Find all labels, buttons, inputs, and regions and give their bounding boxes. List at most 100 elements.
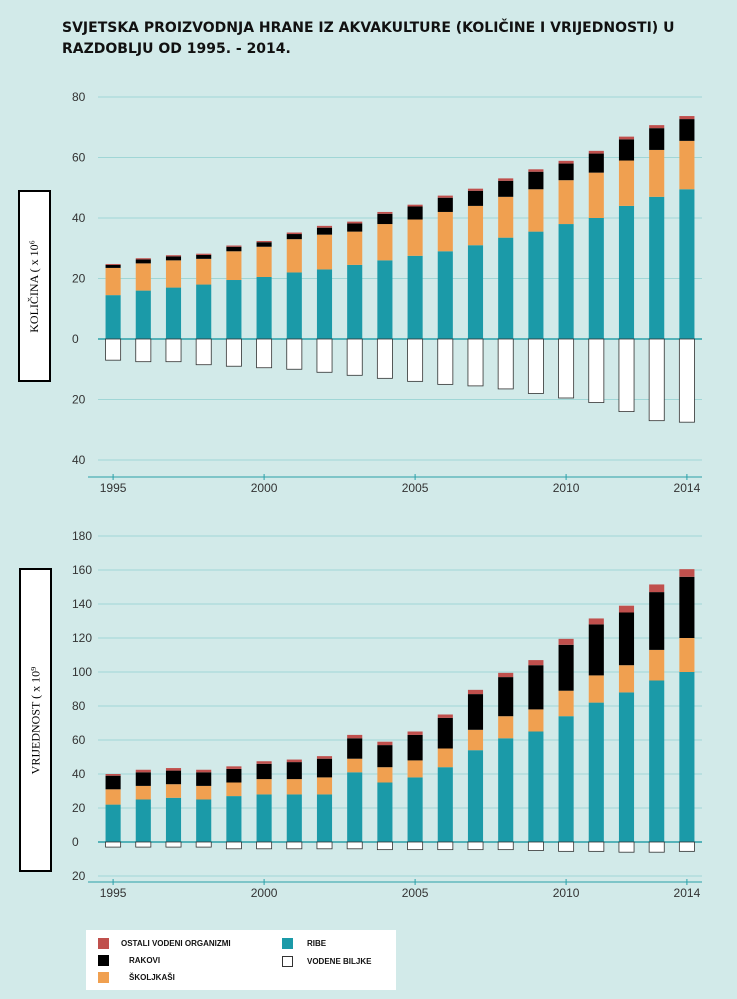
bar-skoljkasi-2006 [437,211,453,252]
bar-bilje-2003 [346,841,363,850]
bar-ostali-2008 [498,178,514,181]
bar-ribe-1999 [226,280,242,339]
bar-rakovi-2008 [498,180,514,197]
y-tick-label: 40 [72,767,86,781]
bar-rakovi-2001 [286,234,302,240]
bar-skoljkasi-2005 [407,760,423,778]
bar-ostali-2010 [558,160,574,164]
y-tick-label: 60 [72,151,86,165]
bar-ribe-2008 [498,237,514,339]
legend-swatch-ribe [282,938,293,949]
bar-rakovi-1998 [196,254,212,259]
bar-rakovi-2004 [377,213,393,225]
legend-label-bilje: VODENE BILJKE [307,957,372,966]
bar-rakovi-1997 [165,770,182,785]
bar-bilje-2001 [286,338,303,370]
bar-skoljkasi-1996 [135,263,151,291]
bar-ribe-2012 [618,205,635,339]
value-axis-label: VRIJEDNOST ( x 10⁹ [19,568,52,872]
bar-skoljkasi-2004 [377,767,393,783]
bar-skoljkasi-2013 [649,649,665,681]
bar-ribe-2002 [316,269,333,339]
bar-rakovi-2006 [437,197,453,212]
bar-bilje-2012 [618,338,635,412]
y-tick-label: 20 [72,801,86,815]
bar-ostali-2010 [558,638,574,645]
quantity-chart: 80 60 40 20 0 20 40 1995 2000 2005 2010 2014 [72,90,702,495]
y-tick-label: 0 [72,332,79,346]
bar-ostali-1996 [135,769,151,773]
bar-rakovi-2014 [679,576,695,638]
bar-ostali-2004 [377,211,393,214]
bar-ribe-2000 [256,794,272,842]
y-tick-label: 20 [72,393,86,407]
bar-rakovi-1999 [226,768,242,783]
bar-rakovi-2011 [588,153,604,173]
bar-ostali-2006 [437,714,453,718]
bar-skoljkasi-2014 [679,638,695,672]
bar-bilje-2014 [678,338,695,423]
bar-ostali-2005 [407,731,423,735]
legend-label-skoljkasi: ŠKOLJKAŠI [129,973,175,982]
bar-rakovi-2010 [558,644,574,691]
bar-rakovi-1995 [105,264,121,268]
bar-ribe-2001 [286,794,302,842]
bar-ribe-2008 [498,738,514,842]
y-tick-label: 140 [72,597,92,611]
bar-skoljkasi-1996 [135,785,151,800]
bar-skoljkasi-2011 [588,172,604,218]
bar-rakovi-2013 [649,128,665,150]
bar-rakovi-1995 [105,775,121,790]
bar-skoljkasi-2014 [679,140,695,190]
bar-ostali-2001 [286,232,302,235]
bar-bilje-2006 [437,841,454,851]
x-tick-label: 2005 [402,481,429,495]
bar-rakovi-2012 [618,612,635,666]
bar-bilje-1997 [165,338,182,363]
y-tick-label: 160 [72,563,92,577]
bar-skoljkasi-2013 [649,149,665,197]
bar-ribe-1996 [135,799,151,842]
bar-ostali-2000 [256,240,272,243]
bar-rakovi-1996 [135,259,151,264]
bar-bilje-2001 [286,841,303,850]
y-tick-label: 60 [72,733,86,747]
bar-bilje-1999 [225,338,242,367]
bar-skoljkasi-1999 [226,782,242,797]
bar-skoljkasi-2009 [528,189,544,232]
bar-rakovi-1996 [135,772,151,786]
bar-ribe-1997 [165,797,182,842]
bar-ribe-1999 [226,796,242,842]
bar-ostali-2011 [588,618,604,625]
bar-rakovi-2012 [618,139,635,161]
y-tick-label: 40 [72,211,86,225]
bar-ostali-1999 [226,245,242,247]
bar-bilje-2009 [527,841,544,851]
y-tick-label: 80 [72,90,86,104]
y-tick-label: 0 [72,835,79,849]
bar-skoljkasi-1997 [165,260,182,288]
x-tick-label: 2010 [553,481,580,495]
quantity-axis-label-text: KOLIČINA ( x 10⁶ [27,239,42,333]
x-tick-label: 2010 [553,886,580,900]
bar-ostali-2007 [467,188,484,191]
bar-bilje-2003 [346,338,363,376]
bar-ribe-2003 [347,264,363,339]
bar-skoljkasi-2003 [347,758,363,773]
bar-rakovi-2007 [467,694,484,730]
bar-bilje-2005 [407,841,424,851]
bar-ostali-2013 [649,584,665,593]
bar-rakovi-2007 [467,190,484,206]
y-tick-label: 100 [72,665,92,679]
bar-skoljkasi-2012 [618,160,635,206]
bar-bilje-2007 [467,338,484,387]
bar-ribe-2000 [256,276,272,339]
bar-skoljkasi-1995 [105,267,121,296]
bar-bilje-1996 [135,841,152,848]
x-tick-label: 2014 [674,886,701,900]
y-tick-label: 20 [72,869,86,883]
bar-ribe-2012 [618,692,635,842]
bar-ostali-2011 [588,150,604,154]
bar-bilje-2006 [437,338,454,385]
legend-swatch-skoljkasi [98,972,109,983]
